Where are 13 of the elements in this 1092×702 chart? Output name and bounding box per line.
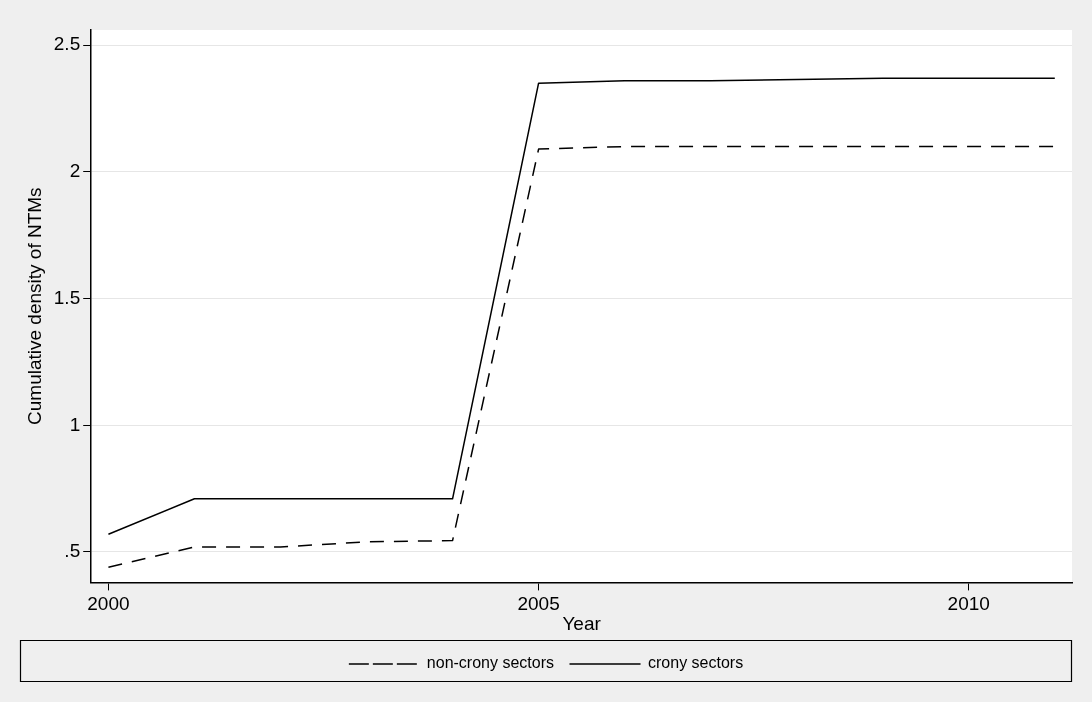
line-series bbox=[107, 145, 1056, 568]
y-axis-title: Cumulative density of NTMs bbox=[23, 187, 45, 425]
y-tick-label: 2 bbox=[69, 160, 81, 182]
x-axis-title: Year bbox=[562, 612, 602, 634]
y-tick-label: .5 bbox=[64, 540, 81, 562]
legend-label: non-crony sectors bbox=[426, 654, 555, 672]
y-tick-label: 1 bbox=[69, 413, 81, 435]
y-tick-label: 2.5 bbox=[53, 33, 81, 55]
y-tick-label: 1.5 bbox=[53, 286, 81, 308]
x-tick-label: 2005 bbox=[517, 593, 560, 615]
legend-label: crony sectors bbox=[648, 654, 744, 672]
x-tick-label: 2010 bbox=[947, 593, 990, 615]
x-tick-label: 2000 bbox=[87, 593, 130, 615]
